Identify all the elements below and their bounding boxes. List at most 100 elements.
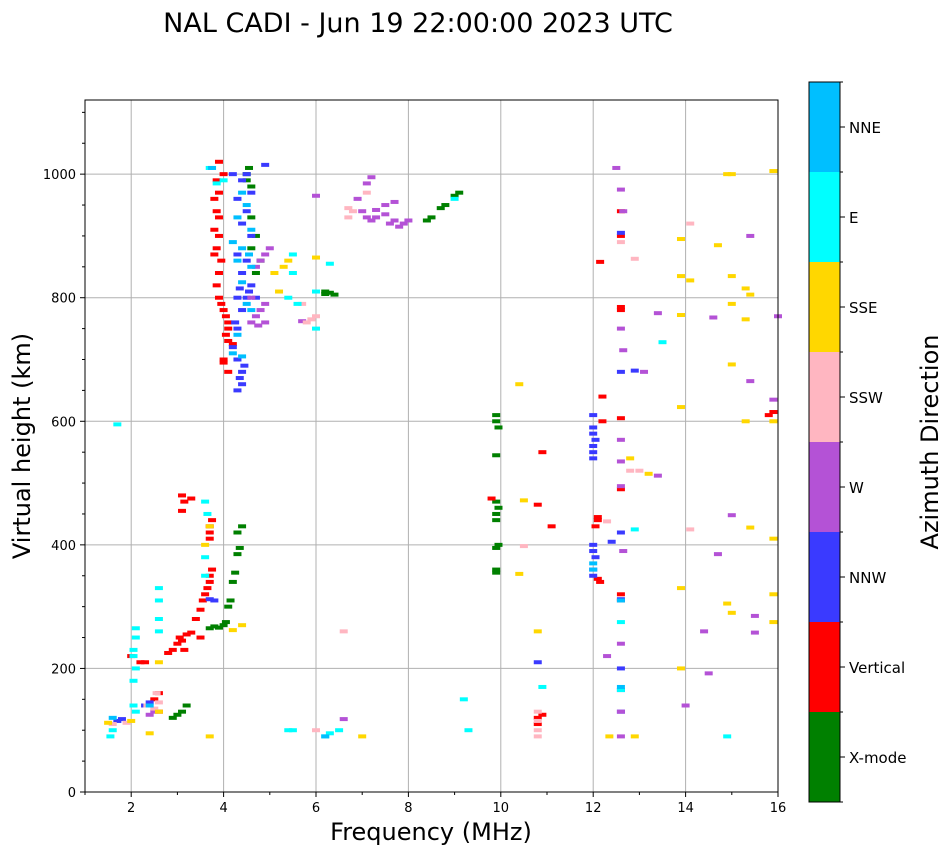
data-point xyxy=(335,728,344,733)
data-point xyxy=(247,215,256,220)
x-axis-label: Frequency (MHz) xyxy=(330,818,532,846)
data-point xyxy=(325,731,334,736)
data-point xyxy=(616,688,625,693)
data-point xyxy=(492,499,501,504)
y-tick-label: 0 xyxy=(68,786,76,801)
data-point xyxy=(519,498,528,503)
data-point xyxy=(201,542,210,547)
data-point xyxy=(284,728,293,733)
data-point xyxy=(616,308,625,313)
data-point xyxy=(312,728,320,733)
data-point xyxy=(212,178,221,183)
y-tick-label: 400 xyxy=(51,539,76,554)
data-point xyxy=(238,246,247,251)
data-point xyxy=(221,620,230,625)
data-point xyxy=(113,422,122,427)
data-point xyxy=(182,632,191,637)
data-point xyxy=(358,734,367,739)
data-point xyxy=(596,579,605,584)
data-point xyxy=(494,542,503,547)
data-point xyxy=(727,362,736,367)
data-point xyxy=(154,586,163,591)
colorbar-swatch xyxy=(809,712,840,802)
data-point xyxy=(598,419,607,424)
data-point xyxy=(616,620,625,625)
colorbar-swatch xyxy=(809,262,840,352)
data-point xyxy=(533,715,542,720)
data-point xyxy=(589,567,598,572)
data-point xyxy=(242,258,251,263)
data-point xyxy=(307,317,316,322)
data-point xyxy=(769,536,778,541)
data-point xyxy=(205,536,214,541)
data-point xyxy=(242,301,251,306)
chart-title: NAL CADI - Jun 19 22:00:00 2023 UTC xyxy=(163,8,673,39)
data-point xyxy=(339,717,348,722)
data-point xyxy=(154,598,163,603)
data-point xyxy=(436,206,445,211)
data-point xyxy=(224,338,233,343)
data-point xyxy=(210,624,219,629)
data-point xyxy=(612,165,621,170)
data-point xyxy=(231,570,240,575)
data-point xyxy=(247,233,256,238)
data-point xyxy=(228,172,237,177)
data-point xyxy=(131,709,140,714)
data-point xyxy=(145,703,154,708)
data-point xyxy=(201,499,210,504)
data-point xyxy=(228,345,237,350)
data-point xyxy=(640,369,649,374)
data-points xyxy=(104,159,782,739)
data-point xyxy=(616,598,625,603)
data-point xyxy=(372,215,381,220)
data-point xyxy=(312,314,320,319)
data-point xyxy=(727,513,736,518)
data-point xyxy=(769,169,778,174)
data-point xyxy=(214,271,223,275)
data-point xyxy=(348,209,357,214)
data-point xyxy=(589,456,598,461)
data-point xyxy=(108,722,117,727)
data-point xyxy=(238,190,247,195)
data-point xyxy=(293,301,302,306)
data-point xyxy=(145,712,154,717)
colorbar-label: Azimuth Direction xyxy=(916,335,944,550)
data-point xyxy=(381,203,390,208)
data-point xyxy=(233,295,242,300)
data-point xyxy=(203,511,212,516)
data-point xyxy=(492,567,501,572)
data-point xyxy=(122,720,131,725)
data-point xyxy=(321,289,330,294)
data-point xyxy=(547,524,556,529)
data-point xyxy=(312,193,320,198)
data-point xyxy=(630,368,639,373)
data-point xyxy=(205,597,214,602)
data-point xyxy=(233,258,242,263)
data-point xyxy=(605,734,614,739)
data-point xyxy=(494,505,503,510)
data-point xyxy=(644,471,653,476)
data-point xyxy=(487,496,496,501)
data-point xyxy=(616,326,625,331)
data-point xyxy=(150,697,159,702)
data-point xyxy=(131,626,140,631)
data-point xyxy=(492,413,501,418)
x-tick-label: 16 xyxy=(770,801,787,816)
data-point xyxy=(214,625,223,630)
data-point xyxy=(455,190,464,195)
data-point xyxy=(247,264,256,269)
data-point xyxy=(589,573,598,578)
data-point xyxy=(198,598,207,603)
colorbar-swatch xyxy=(809,352,840,442)
colorbar-tick-label: SSW xyxy=(849,389,883,407)
data-point xyxy=(150,709,159,714)
data-point xyxy=(129,654,138,659)
data-point xyxy=(616,484,625,489)
data-point xyxy=(676,405,685,410)
data-point xyxy=(221,314,230,319)
data-point xyxy=(208,165,217,170)
data-point xyxy=(596,259,605,264)
data-point xyxy=(108,728,117,733)
colorbar-frame xyxy=(808,81,841,803)
data-point xyxy=(616,416,625,421)
